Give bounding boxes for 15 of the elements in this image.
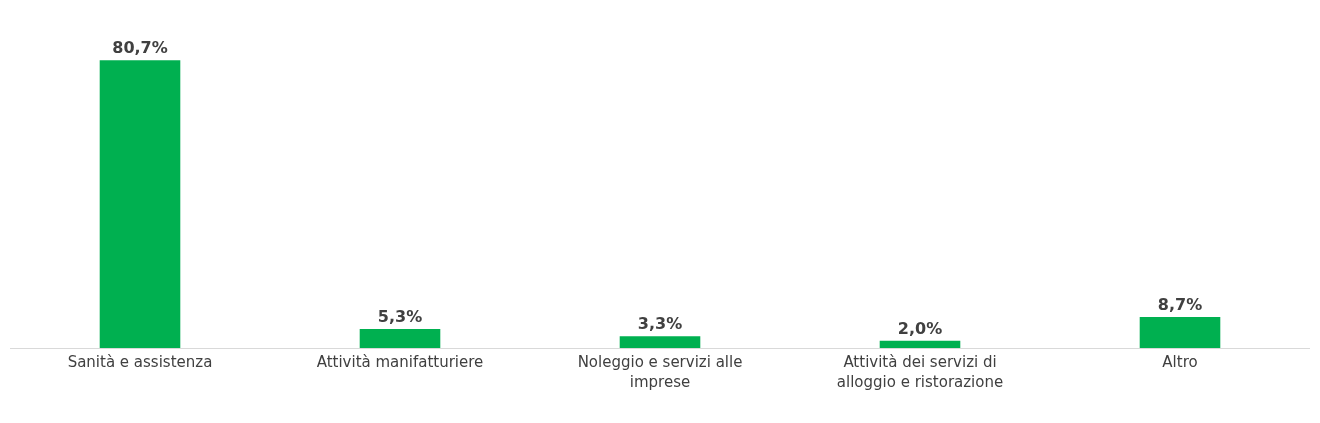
x-tick-label: Altro [1162,353,1198,371]
data-label: 8,7% [1157,294,1203,314]
x-tick-label: Sanità e assistenza [67,353,213,371]
bar [1139,316,1221,348]
bar [619,336,701,348]
data-label: 80,7% [112,38,168,58]
bar [99,60,181,348]
bar [359,329,441,348]
data-label: 5,3% [377,307,423,327]
x-tick-label: Attività manifatturiere [316,353,484,371]
x-tick-label: Attività dei servizi di alloggio e ristorazione [836,353,1004,391]
data-label: 3,3% [637,314,683,334]
x-tick-label: Noleggio e servizi alle imprese [577,353,743,391]
bar [879,340,961,348]
data-label: 2,0% [897,318,943,338]
